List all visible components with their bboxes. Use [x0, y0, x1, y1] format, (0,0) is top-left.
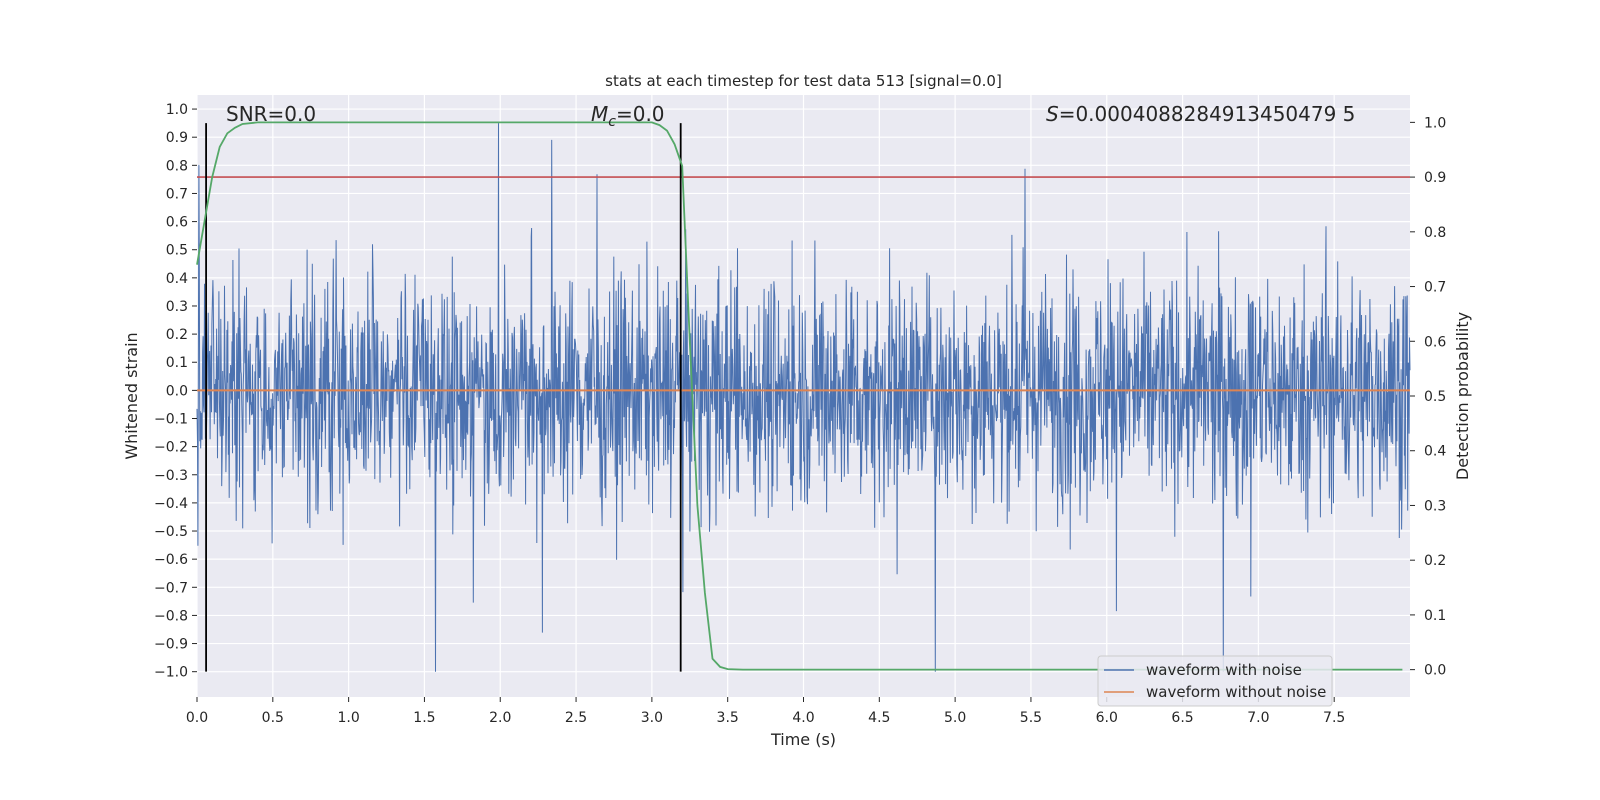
x-tick-label: 2.5 [565, 710, 587, 726]
s-symbol: S [1046, 102, 1059, 126]
y2-tick-label: 0.4 [1424, 444, 1446, 460]
score-annotation: S=0.0004088284913450479 5 [1046, 102, 1355, 126]
y-tick-label: 0.3 [166, 299, 188, 315]
y-tick-label: 0.4 [166, 271, 188, 287]
x-tick-label: 1.0 [337, 710, 359, 726]
y-tick-label: 0.1 [166, 355, 188, 371]
y2-tick-label: 0.2 [1424, 553, 1446, 569]
y-tick-label: −0.9 [154, 637, 188, 653]
y-tick-label: 0.0 [166, 383, 188, 399]
y-tick-label: −0.3 [154, 468, 188, 484]
x-tick-label: 6.5 [1171, 710, 1193, 726]
y2-tick-label: 0.9 [1424, 170, 1446, 186]
y2-tick-label: 1.0 [1424, 115, 1446, 131]
snr-annotation: SNR=0.0 [226, 102, 316, 126]
y-tick-label: −0.1 [154, 412, 188, 428]
x-tick-label: 5.5 [1020, 710, 1042, 726]
y-tick-label: 0.7 [166, 186, 188, 202]
detection-probability-line [196, 121, 1403, 671]
x-tick-label: 7.0 [1247, 710, 1269, 726]
y-tick-label: 0.9 [166, 130, 188, 146]
x-tick-label: 5.0 [944, 710, 966, 726]
x-axis-label: Time (s) [770, 730, 836, 749]
y-tick-label: 1.0 [166, 102, 188, 118]
left-axis-ticks: 1.0 0.9 0.8 0.7 0.6 0.5 0.4 0.3 0.2 0.1 0.0 −0.1 −0.… [154, 102, 197, 681]
x-tick-label: 3.5 [717, 710, 739, 726]
x-tick-label: 7.5 [1323, 710, 1345, 726]
y-tick-label: −0.2 [154, 440, 188, 456]
x-tick-label: 0.5 [262, 710, 284, 726]
y2-tick-label: 0.0 [1424, 663, 1446, 679]
legend-box [1097, 655, 1333, 707]
x-tick-label: 4.0 [792, 710, 814, 726]
y2-tick-label: 0.6 [1424, 334, 1446, 350]
noise-waveform-series [196, 123, 1411, 672]
x-tick-label: 4.5 [868, 710, 890, 726]
y-tick-label: 0.5 [166, 243, 188, 259]
chart-title: stats at each timestep for test data 513… [605, 72, 1002, 90]
y2-tick-label: 0.8 [1424, 225, 1446, 241]
overlay-lines [196, 121, 1410, 672]
y2-axis-label: Detection probability [1453, 312, 1472, 480]
y-tick-label: −0.7 [154, 580, 188, 596]
x-tick-label: 1.5 [413, 710, 435, 726]
y2-tick-label: 0.3 [1424, 498, 1446, 514]
noise-waveform-line [196, 123, 1411, 672]
right-axis-ticks: 1.0 0.9 0.8 0.7 0.6 0.5 0.4 0.3 0.2 0.1 0.0 [1410, 115, 1446, 679]
legend-label-noise: waveform with noise [1146, 661, 1302, 679]
mc-symbol: M [591, 102, 608, 126]
y-tick-label: −1.0 [154, 665, 188, 681]
y-tick-label: −0.4 [154, 496, 188, 512]
x-tick-label: 6.0 [1096, 710, 1118, 726]
x-tick-label: 2.0 [489, 710, 511, 726]
s-value: =0.0004088284913450479 5 [1059, 102, 1356, 126]
legend: waveform with noise waveform without noi… [1097, 655, 1333, 707]
y2-tick-label: 0.5 [1424, 389, 1446, 405]
y-tick-label: 0.8 [166, 158, 188, 174]
x-tick-label: 3.0 [641, 710, 663, 726]
y-tick-label: −0.5 [154, 524, 188, 540]
y-tick-label: 0.6 [166, 215, 188, 231]
y-tick-label: −0.8 [154, 608, 188, 624]
y2-tick-label: 0.7 [1424, 280, 1446, 296]
y-tick-label: 0.2 [166, 327, 188, 343]
mc-subscript: c [608, 114, 616, 130]
y-axis-label: Whitened strain [122, 332, 141, 459]
y2-tick-label: 0.1 [1424, 608, 1446, 624]
legend-label-clean: waveform without noise [1146, 683, 1326, 701]
y-tick-label: −0.6 [154, 552, 188, 568]
chirp-mass-annotation: Mc=0.0 [591, 102, 665, 130]
x-tick-label: 0.0 [186, 710, 208, 726]
x-axis-ticks: 0.0 0.5 1.0 1.5 2.0 2.5 3.0 3.5 4.0 4.5 5.0 5.5 6.0 6… [186, 697, 1345, 726]
mc-value: =0.0 [616, 102, 665, 126]
